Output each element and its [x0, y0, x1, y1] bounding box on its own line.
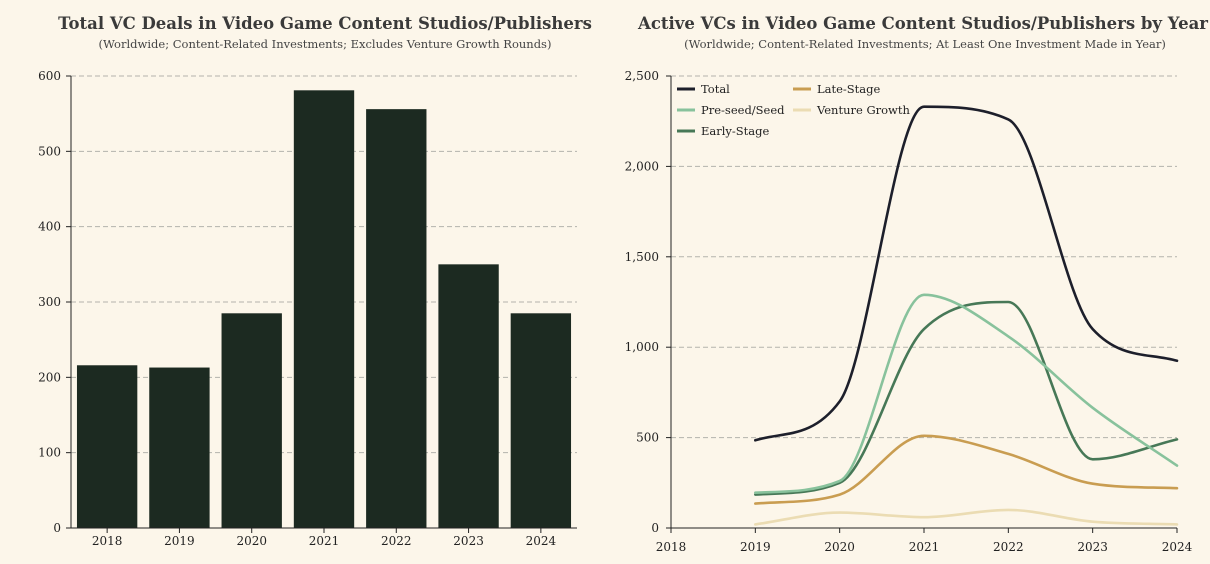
line-chart-series — [754, 105, 1179, 526]
line-y-tick-label: 2,000 — [625, 159, 659, 173]
bar-chart-axes — [66, 75, 577, 533]
line-chart-y-tick-labels: 0 500 1,000 1,500 2,000 2,500 — [625, 69, 659, 535]
line-x-tick-label: 2018 — [656, 540, 687, 554]
line-x-tick-label: 2021 — [909, 540, 940, 554]
bar-y-tick-label: 200 — [38, 370, 61, 384]
legend-item: Late-Stage — [793, 82, 881, 96]
line-chart-title: Active VCs in Video Game Content Studios… — [637, 14, 1208, 33]
line-chart-legend: Total Pre-seed/Seed Early-Stage Late-Stage V… — [677, 82, 911, 138]
line-chart-x-tick-labels: 2018 2019 2020 2021 2022 2023 2024 — [656, 540, 1193, 554]
bar-chart-x-tick-labels: 2018 2019 2020 2021 2022 2023 2024 — [92, 534, 557, 548]
legend-label: Early-Stage — [701, 124, 770, 138]
bar-y-tick-label: 400 — [38, 220, 61, 234]
bar-x-tick-label: 2021 — [309, 534, 340, 548]
line-chart-axes — [666, 75, 1178, 533]
bar-y-tick-label: 0 — [53, 521, 61, 535]
line-series-path — [754, 293, 1179, 494]
legend-item: Total — [677, 82, 730, 96]
legend-label: Late-Stage — [817, 82, 881, 96]
line-series-path — [754, 105, 1179, 442]
bar — [366, 109, 427, 528]
line-series-path — [754, 508, 1179, 526]
bar — [293, 90, 355, 529]
bar-x-tick-label: 2019 — [164, 534, 195, 548]
line-series-path — [754, 434, 1179, 505]
bar — [438, 264, 499, 528]
line-chart-gridlines — [671, 75, 1177, 439]
bar-y-tick-label: 100 — [38, 446, 61, 460]
bar — [510, 313, 572, 528]
line-x-tick-label: 2020 — [824, 540, 855, 554]
line-x-tick-label: 2024 — [1162, 540, 1193, 554]
bar-x-tick-label: 2018 — [92, 534, 123, 548]
line-y-tick-label: 1,000 — [625, 340, 659, 354]
bar — [221, 313, 282, 528]
legend-label: Total — [701, 82, 730, 96]
bar-x-tick-label: 2020 — [236, 534, 267, 548]
legend-label: Pre-seed/Seed — [701, 103, 785, 117]
bar-y-tick-label: 600 — [38, 69, 61, 83]
bar-chart-subtitle: (Worldwide; Content-Related Investments;… — [99, 37, 552, 51]
bar-y-tick-label: 500 — [38, 144, 61, 158]
bar-chart-y-tick-labels: 0 100 200 300 400 500 600 — [38, 69, 61, 535]
bar-chart-title: Total VC Deals in Video Game Content Stu… — [58, 14, 592, 33]
bar-x-tick-label: 2022 — [381, 534, 412, 548]
legend-item: Pre-seed/Seed — [677, 103, 785, 117]
legend-item: Venture Growth — [793, 103, 911, 117]
bar-x-tick-label: 2023 — [453, 534, 484, 548]
legend-item: Early-Stage — [677, 124, 770, 138]
line-chart-subtitle: (Worldwide; Content-Related Investments;… — [684, 37, 1166, 51]
line-y-tick-label: 1,500 — [625, 250, 659, 264]
line-x-tick-label: 2022 — [993, 540, 1024, 554]
bar-chart: Total VC Deals in Video Game Content Stu… — [38, 14, 592, 548]
line-chart: Active VCs in Video Game Content Studios… — [625, 14, 1209, 554]
bar-y-tick-label: 300 — [38, 295, 61, 309]
line-series-path — [754, 300, 1179, 496]
bar — [149, 367, 210, 528]
bar — [76, 365, 138, 528]
line-x-tick-label: 2019 — [740, 540, 771, 554]
line-x-tick-label: 2023 — [1077, 540, 1108, 554]
line-y-tick-label: 0 — [651, 521, 659, 535]
bar-chart-bars — [76, 90, 572, 529]
line-y-tick-label: 500 — [636, 431, 659, 445]
line-y-tick-label: 2,500 — [625, 69, 659, 83]
bar-x-tick-label: 2024 — [526, 534, 557, 548]
legend-label: Venture Growth — [816, 103, 911, 117]
